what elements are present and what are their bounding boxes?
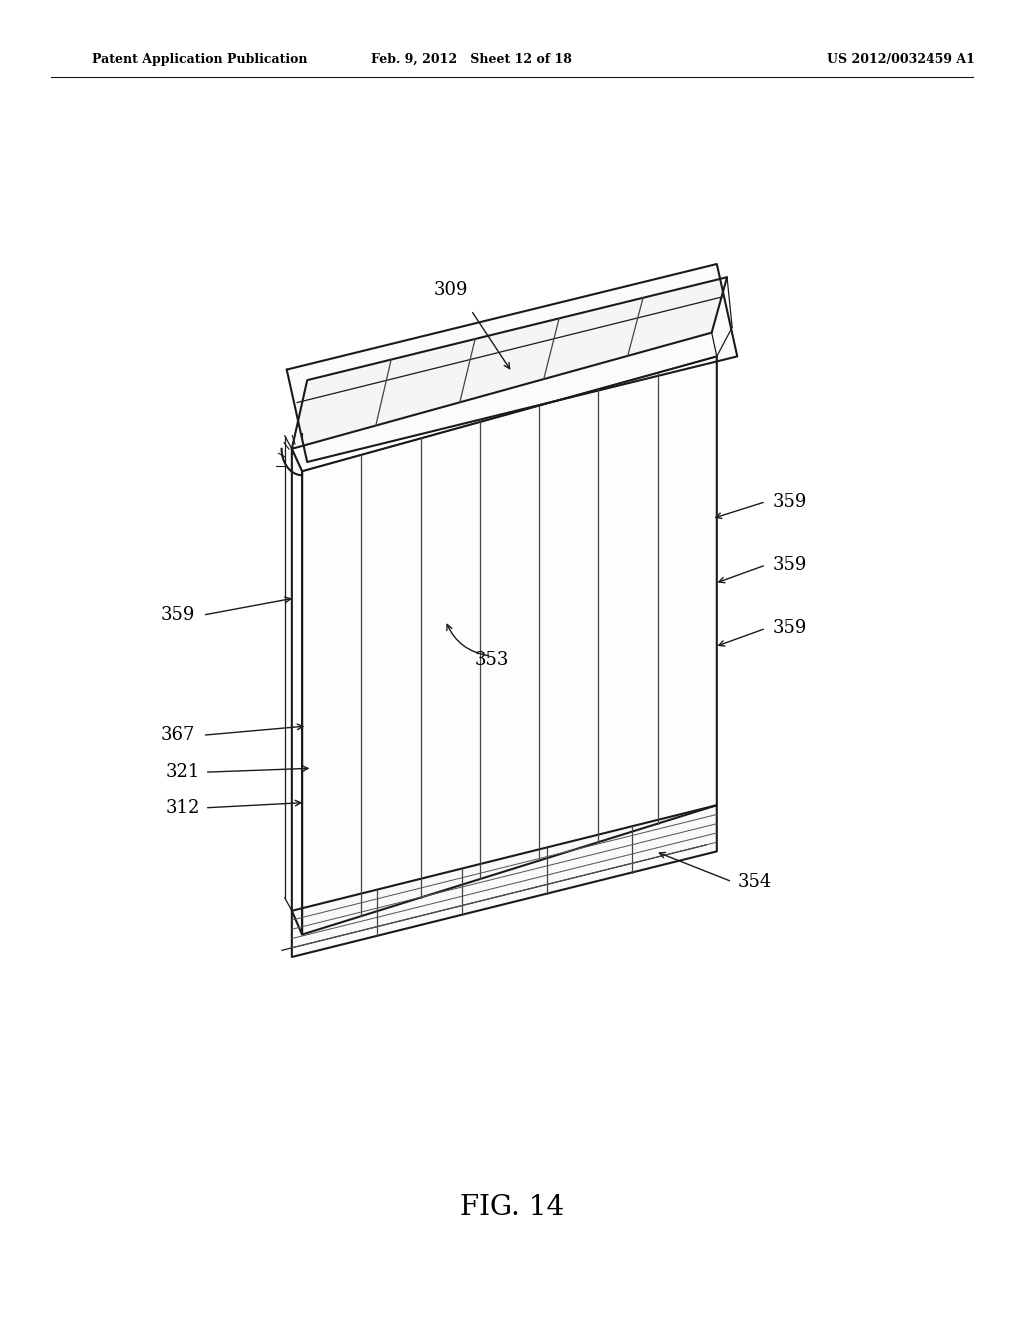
Text: 359: 359 [773, 492, 808, 511]
Polygon shape [287, 264, 737, 462]
Text: 359: 359 [160, 606, 195, 624]
Text: 321: 321 [165, 763, 200, 781]
Text: FIG. 14: FIG. 14 [460, 1195, 564, 1221]
Polygon shape [292, 449, 302, 935]
Text: 309: 309 [433, 281, 468, 300]
Text: 353: 353 [474, 651, 509, 669]
Text: 359: 359 [773, 619, 808, 638]
Text: Feb. 9, 2012   Sheet 12 of 18: Feb. 9, 2012 Sheet 12 of 18 [371, 53, 571, 66]
Text: 354: 354 [737, 873, 771, 891]
Text: 367: 367 [160, 726, 195, 744]
Polygon shape [292, 805, 717, 957]
Polygon shape [292, 277, 727, 449]
Text: Patent Application Publication: Patent Application Publication [92, 53, 307, 66]
Text: 359: 359 [773, 556, 808, 574]
Polygon shape [302, 356, 717, 935]
Text: 312: 312 [165, 799, 200, 817]
Text: US 2012/0032459 A1: US 2012/0032459 A1 [827, 53, 975, 66]
